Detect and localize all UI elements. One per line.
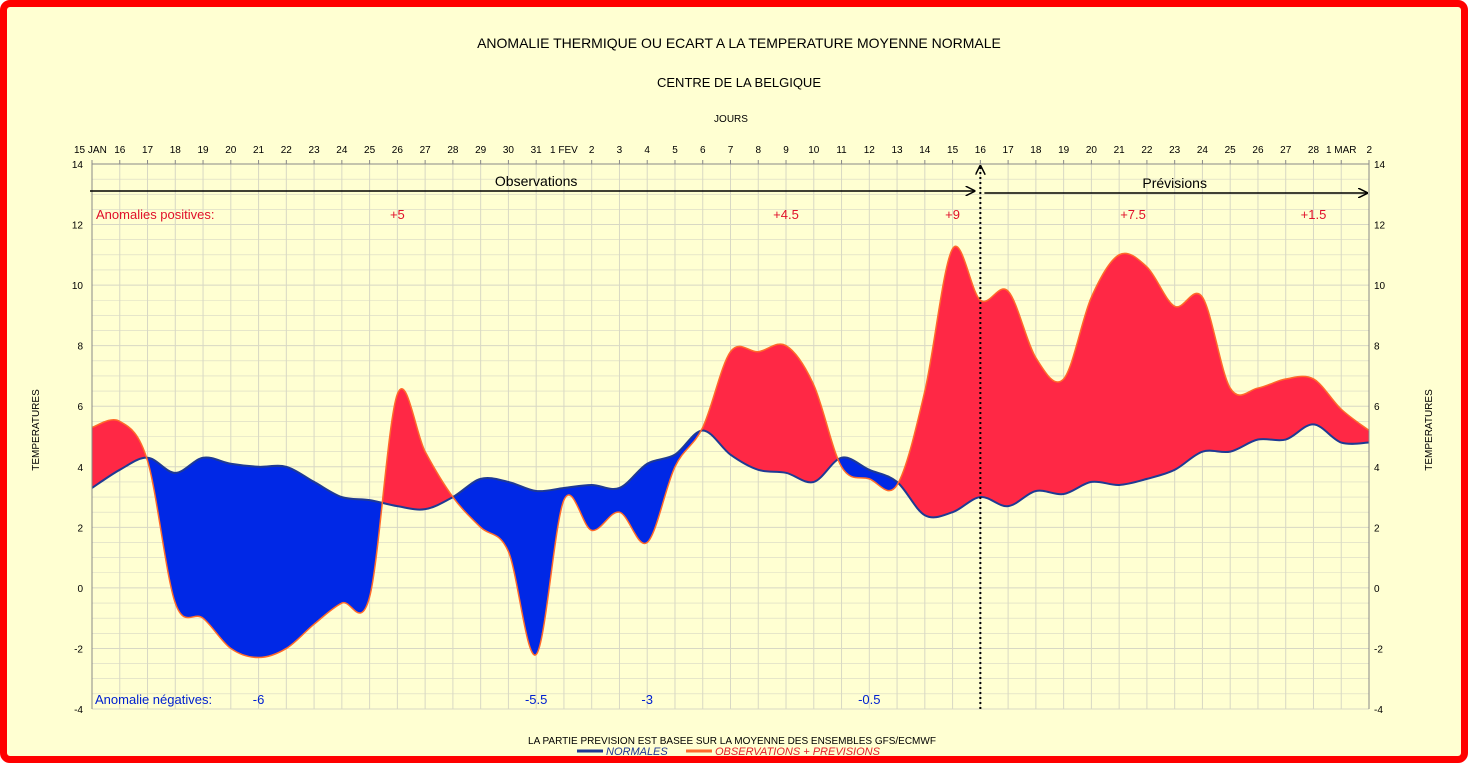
x-tick-label: 17 <box>142 145 154 156</box>
series-line-observations <box>91 245 1370 659</box>
y-tick-label-right: 10 <box>1374 281 1386 292</box>
x-tick-label: 3 <box>617 145 623 156</box>
y-tick-label-left: 14 <box>72 160 84 171</box>
footnote: LA PARTIE PREVISION EST BASEE SUR LA MOY… <box>528 736 936 747</box>
negative-anomaly-value: -0.5 <box>858 692 880 707</box>
x-tick-label: 11 <box>836 145 847 156</box>
x-tick-label: 27 <box>1280 145 1292 156</box>
x-tick-label: 7 <box>728 145 734 156</box>
legend-label-normales: NORMALES <box>606 746 668 758</box>
x-tick-label: 23 <box>1169 145 1181 156</box>
x-tick-label: 22 <box>1141 145 1153 156</box>
annotations: Observations Prévisions Anomalies positive… <box>90 166 1367 709</box>
previsions-label: Prévisions <box>1142 175 1207 191</box>
x-tick-label: 1 FEV <box>550 145 578 156</box>
legend-label-observations: OBSERVATIONS + PREVISIONS <box>715 746 881 758</box>
series-line-normales <box>91 423 1370 519</box>
y-tick-label-left: 12 <box>72 221 84 232</box>
x-tick-label: 29 <box>475 145 487 156</box>
y-tick-label-right: -4 <box>1374 705 1383 716</box>
positive-anomaly-value: +9 <box>945 207 960 222</box>
legend: NORMALES OBSERVATIONS + PREVISIONS <box>577 746 881 758</box>
y-tick-label-left: 6 <box>77 402 83 413</box>
positive-anomaly-value: +7.5 <box>1120 207 1146 222</box>
chart-title: ANOMALIE THERMIQUE OU ECART A LA TEMPERA… <box>477 35 1001 51</box>
x-tick-label: 2 <box>589 145 595 156</box>
y-tick-label-right: -2 <box>1374 644 1383 655</box>
y-tick-label-left: -4 <box>74 705 83 716</box>
x-tick-label: 23 <box>309 145 321 156</box>
negative-anomalies-title: Anomalie négatives: <box>95 692 212 707</box>
positive-anomalies-title: Anomalies positives: <box>96 207 215 222</box>
x-tick-label: 2 <box>1366 145 1372 156</box>
x-tick-label: 31 <box>531 145 543 156</box>
x-tick-label: 25 <box>1225 145 1237 156</box>
x-tick-label: 20 <box>225 145 237 156</box>
y-tick-label-left: -2 <box>74 644 83 655</box>
y-tick-label-right: 0 <box>1374 584 1380 595</box>
x-tick-label: 26 <box>392 145 404 156</box>
x-tick-label: 8 <box>755 145 761 156</box>
x-tick-label: 28 <box>1308 145 1320 156</box>
y-tick-label-left: 8 <box>77 342 83 353</box>
x-tick-label: 18 <box>170 145 182 156</box>
y-tick-label-right: 14 <box>1374 160 1386 171</box>
x-tick-label: 25 <box>364 145 376 156</box>
observations-label: Observations <box>495 173 577 189</box>
negative-anomaly-value: -5.5 <box>525 692 547 707</box>
x-tick-label: 17 <box>1003 145 1015 156</box>
x-tick-label: 24 <box>336 145 348 156</box>
y-tick-label-right: 8 <box>1374 342 1380 353</box>
x-tick-label: 21 <box>1114 145 1126 156</box>
x-tick-label: 6 <box>700 145 706 156</box>
positive-anomaly-value: +4.5 <box>773 207 799 222</box>
x-tick-label: 19 <box>197 145 209 156</box>
y-axis-label-right: TEMPERATURES <box>1424 389 1435 471</box>
y-tick-label-left: 10 <box>72 281 84 292</box>
negative-anomaly-value: -3 <box>641 692 653 707</box>
x-tick-label: 28 <box>447 145 459 156</box>
x-tick-label: 18 <box>1030 145 1042 156</box>
y-tick-label-right: 2 <box>1374 523 1380 534</box>
x-axis-label: JOURS <box>714 114 748 125</box>
x-tick-label: 14 <box>919 145 931 156</box>
x-tick-label: 4 <box>644 145 650 156</box>
x-tick-label: 27 <box>420 145 432 156</box>
x-tick-label: 15 <box>947 145 959 156</box>
x-tick-label: 26 <box>1252 145 1264 156</box>
x-tick-label: 30 <box>503 145 515 156</box>
y-tick-label-right: 6 <box>1374 402 1380 413</box>
y-tick-label-right: 4 <box>1374 463 1380 474</box>
x-tick-label: 5 <box>672 145 678 156</box>
y-tick-label-left: 2 <box>77 523 83 534</box>
x-tick-label: 12 <box>864 145 876 156</box>
y-tick-label-left: 4 <box>77 463 83 474</box>
x-tick-label: 24 <box>1197 145 1209 156</box>
x-tick-label: 10 <box>808 145 820 156</box>
x-tick-label: 1 MAR <box>1326 145 1357 156</box>
negative-anomaly-value: -6 <box>253 692 265 707</box>
x-tick-label: 15 JAN <box>74 145 107 156</box>
x-tick-label: 9 <box>783 145 789 156</box>
x-tick-label: 21 <box>253 145 265 156</box>
y-axis-label-left: TEMPERATURES <box>31 389 42 471</box>
chart-subtitle: CENTRE DE LA BELGIQUE <box>657 75 821 90</box>
positive-anomaly-value: +1.5 <box>1301 207 1327 222</box>
y-tick-label-left: 0 <box>77 584 83 595</box>
positive-anomaly-value: +5 <box>390 207 405 222</box>
y-tick-label-right: 12 <box>1374 221 1386 232</box>
x-tick-label: 16 <box>975 145 987 156</box>
x-tick-label: 16 <box>114 145 126 156</box>
x-tick-label: 13 <box>892 145 904 156</box>
x-tick-label: 22 <box>281 145 293 156</box>
series-lines <box>91 245 1370 659</box>
x-tick-label: 20 <box>1086 145 1098 156</box>
x-tick-label: 19 <box>1058 145 1070 156</box>
